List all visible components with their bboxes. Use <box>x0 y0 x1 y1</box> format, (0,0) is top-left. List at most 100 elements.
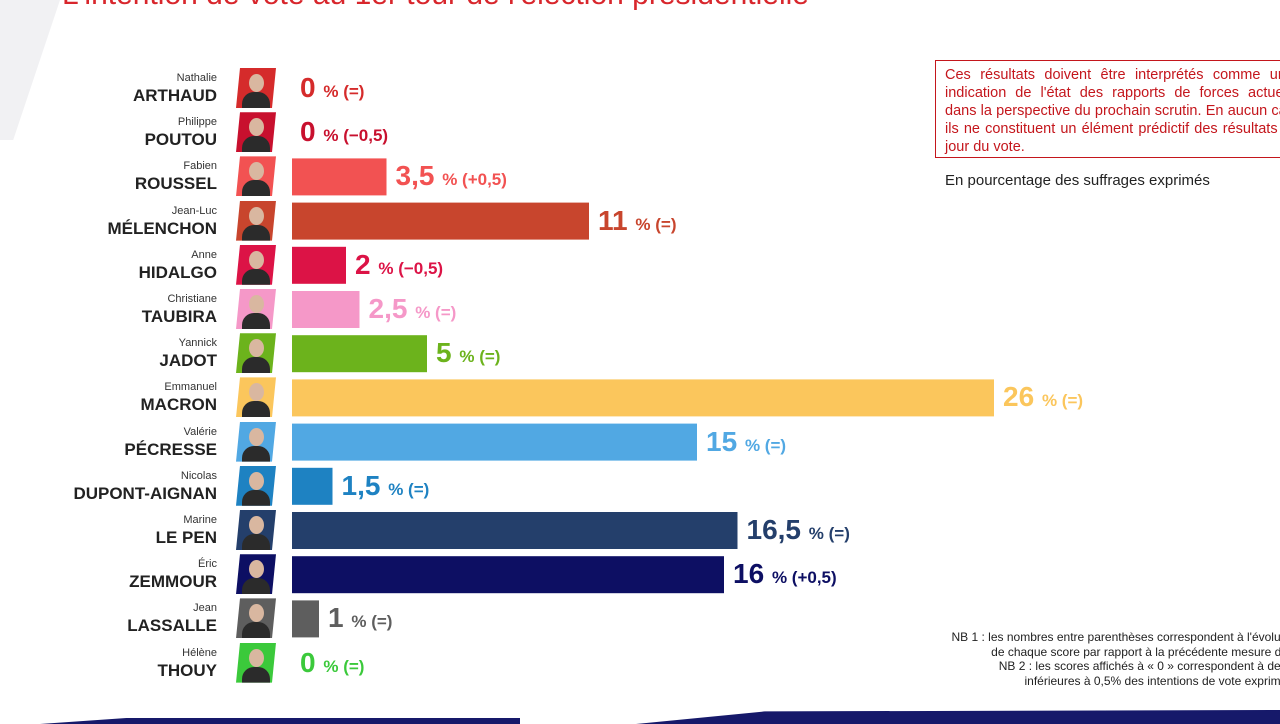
candidate-last-name: MÉLENCHON <box>107 218 217 238</box>
value-number: 1,5 <box>341 469 389 501</box>
bar-jadot <box>292 335 427 373</box>
chart-title: L'intention de vote au 1er tour de l'éle… <box>62 0 809 12</box>
photo-body <box>242 92 270 108</box>
photo-body <box>242 578 270 595</box>
photo-body <box>242 445 270 462</box>
candidate-photo <box>236 200 276 241</box>
value-label-poutou: 0 % (−0,5) <box>300 116 388 153</box>
candidate-photo <box>236 333 276 374</box>
value-label-p-cresse: 15 % (=) <box>706 426 786 463</box>
footnote-line: NB 2 : les scores affichés à « 0 » corre… <box>998 659 1280 673</box>
candidate-photo <box>236 421 276 462</box>
value-number: 0 <box>300 646 324 678</box>
value-number: 3,5 <box>395 160 443 192</box>
value-label-arthaud: 0 % (=) <box>300 72 364 109</box>
bar-zemmour <box>292 556 724 594</box>
photo-body <box>242 622 270 639</box>
candidate-first-name: Jean-Luc <box>171 204 217 217</box>
photo-head <box>249 604 264 623</box>
photo-body <box>242 534 270 550</box>
value-number: 5 <box>436 337 460 369</box>
bar-taubira <box>292 291 360 328</box>
candidate-photo <box>236 510 276 550</box>
footnote-line: NB 1 : les nombres entre parenthèses cor… <box>951 630 1280 644</box>
candidate-first-name: Éric <box>198 558 217 571</box>
candidate-first-name: Marine <box>183 514 217 526</box>
bar-le-pen <box>292 512 738 549</box>
candidate-first-name: Philippe <box>177 116 217 129</box>
value-change: % (=) <box>459 347 501 367</box>
value-change: % (=) <box>323 82 365 101</box>
candidate-last-name: THOUY <box>157 660 218 680</box>
value-label-m-lenchon: 11 % (=) <box>598 205 676 242</box>
value-number: 0 <box>300 72 324 103</box>
photo-body <box>242 180 270 197</box>
value-label-taubira: 2,5 % (=) <box>369 293 457 330</box>
photo-head <box>249 74 264 92</box>
photo-body <box>242 313 270 329</box>
photo-head <box>249 516 264 534</box>
footnote-line: inférieures à 0,5% des intentions de vot… <box>1024 673 1280 688</box>
candidate-last-name: PÉCRESSE <box>124 439 217 459</box>
value-label-zemmour: 16 % (+0,5) <box>733 558 837 595</box>
candidate-first-name: Anne <box>191 248 217 261</box>
candidate-photo <box>236 598 276 639</box>
value-label-thouy: 0 % (=) <box>300 647 364 684</box>
photo-head <box>249 560 264 579</box>
candidate-first-name: Christiane <box>167 293 217 305</box>
value-change: % (=) <box>415 303 457 322</box>
value-label-dupont-aignan: 1,5 % (=) <box>342 470 430 507</box>
value-change: % (=) <box>635 214 677 234</box>
photo-body <box>242 357 270 374</box>
candidate-first-name: Hélène <box>182 646 217 659</box>
value-change: % (=) <box>744 435 787 455</box>
candidate-first-name: Emmanuel <box>164 381 217 394</box>
candidate-photo <box>236 289 276 329</box>
bar-dupont-aignan <box>292 467 333 505</box>
candidate-first-name: Nathalie <box>176 72 217 84</box>
candidate-photo <box>236 642 276 683</box>
value-number: 1 <box>328 602 352 634</box>
photo-head <box>249 383 264 402</box>
photo-head <box>249 295 264 313</box>
candidate-first-name: Nicolas <box>180 469 217 482</box>
bar-m-lenchon <box>292 202 589 240</box>
candidate-last-name: DUPONT-AIGNAN <box>73 483 217 503</box>
candidate-last-name: LASSALLE <box>127 616 217 636</box>
candidate-last-name: MACRON <box>140 395 218 415</box>
candidate-photo <box>236 156 276 197</box>
photo-head <box>249 471 264 490</box>
candidate-photo <box>236 377 276 418</box>
footnote-line: de chaque score par rapport à la précéde… <box>991 644 1280 659</box>
photo-body <box>242 401 270 418</box>
candidate-last-name: ZEMMOUR <box>129 572 217 592</box>
value-change: % (=) <box>388 479 430 499</box>
candidate-last-name: ARTHAUD <box>132 86 217 105</box>
bar-macron <box>292 379 994 417</box>
value-change: % (=) <box>1041 391 1084 411</box>
value-change: % (=) <box>808 524 850 543</box>
candidate-photo <box>236 465 276 506</box>
photo-head <box>249 339 264 358</box>
footer-stripe <box>636 710 1280 724</box>
candidate-first-name: Fabien <box>183 160 217 173</box>
value-number: 26 <box>1003 381 1042 413</box>
value-change: % (−0,5) <box>323 126 389 146</box>
photo-head <box>249 206 264 225</box>
photo-body <box>242 268 270 285</box>
footer-stripe <box>40 718 520 724</box>
photo-head <box>249 162 264 181</box>
candidate-first-name: Jean <box>193 602 217 615</box>
value-number: 11 <box>598 204 636 236</box>
candidate-last-name: JADOT <box>159 351 217 371</box>
candidate-photo <box>236 244 276 285</box>
value-number: 15 <box>706 425 745 457</box>
disclaimer-box: Ces résultats doivent être interprétés c… <box>935 60 1280 158</box>
value-label-lassalle: 1 % (=) <box>328 602 392 639</box>
candidate-first-name: Yannick <box>178 337 217 350</box>
chart-subtitle: En pourcentage des suffrages exprimés <box>945 172 1210 189</box>
bar-hidalgo <box>292 246 346 284</box>
candidate-last-name: LE PEN <box>155 528 217 547</box>
footnotes: NB 1 : les nombres entre parenthèses cor… <box>900 630 1280 688</box>
